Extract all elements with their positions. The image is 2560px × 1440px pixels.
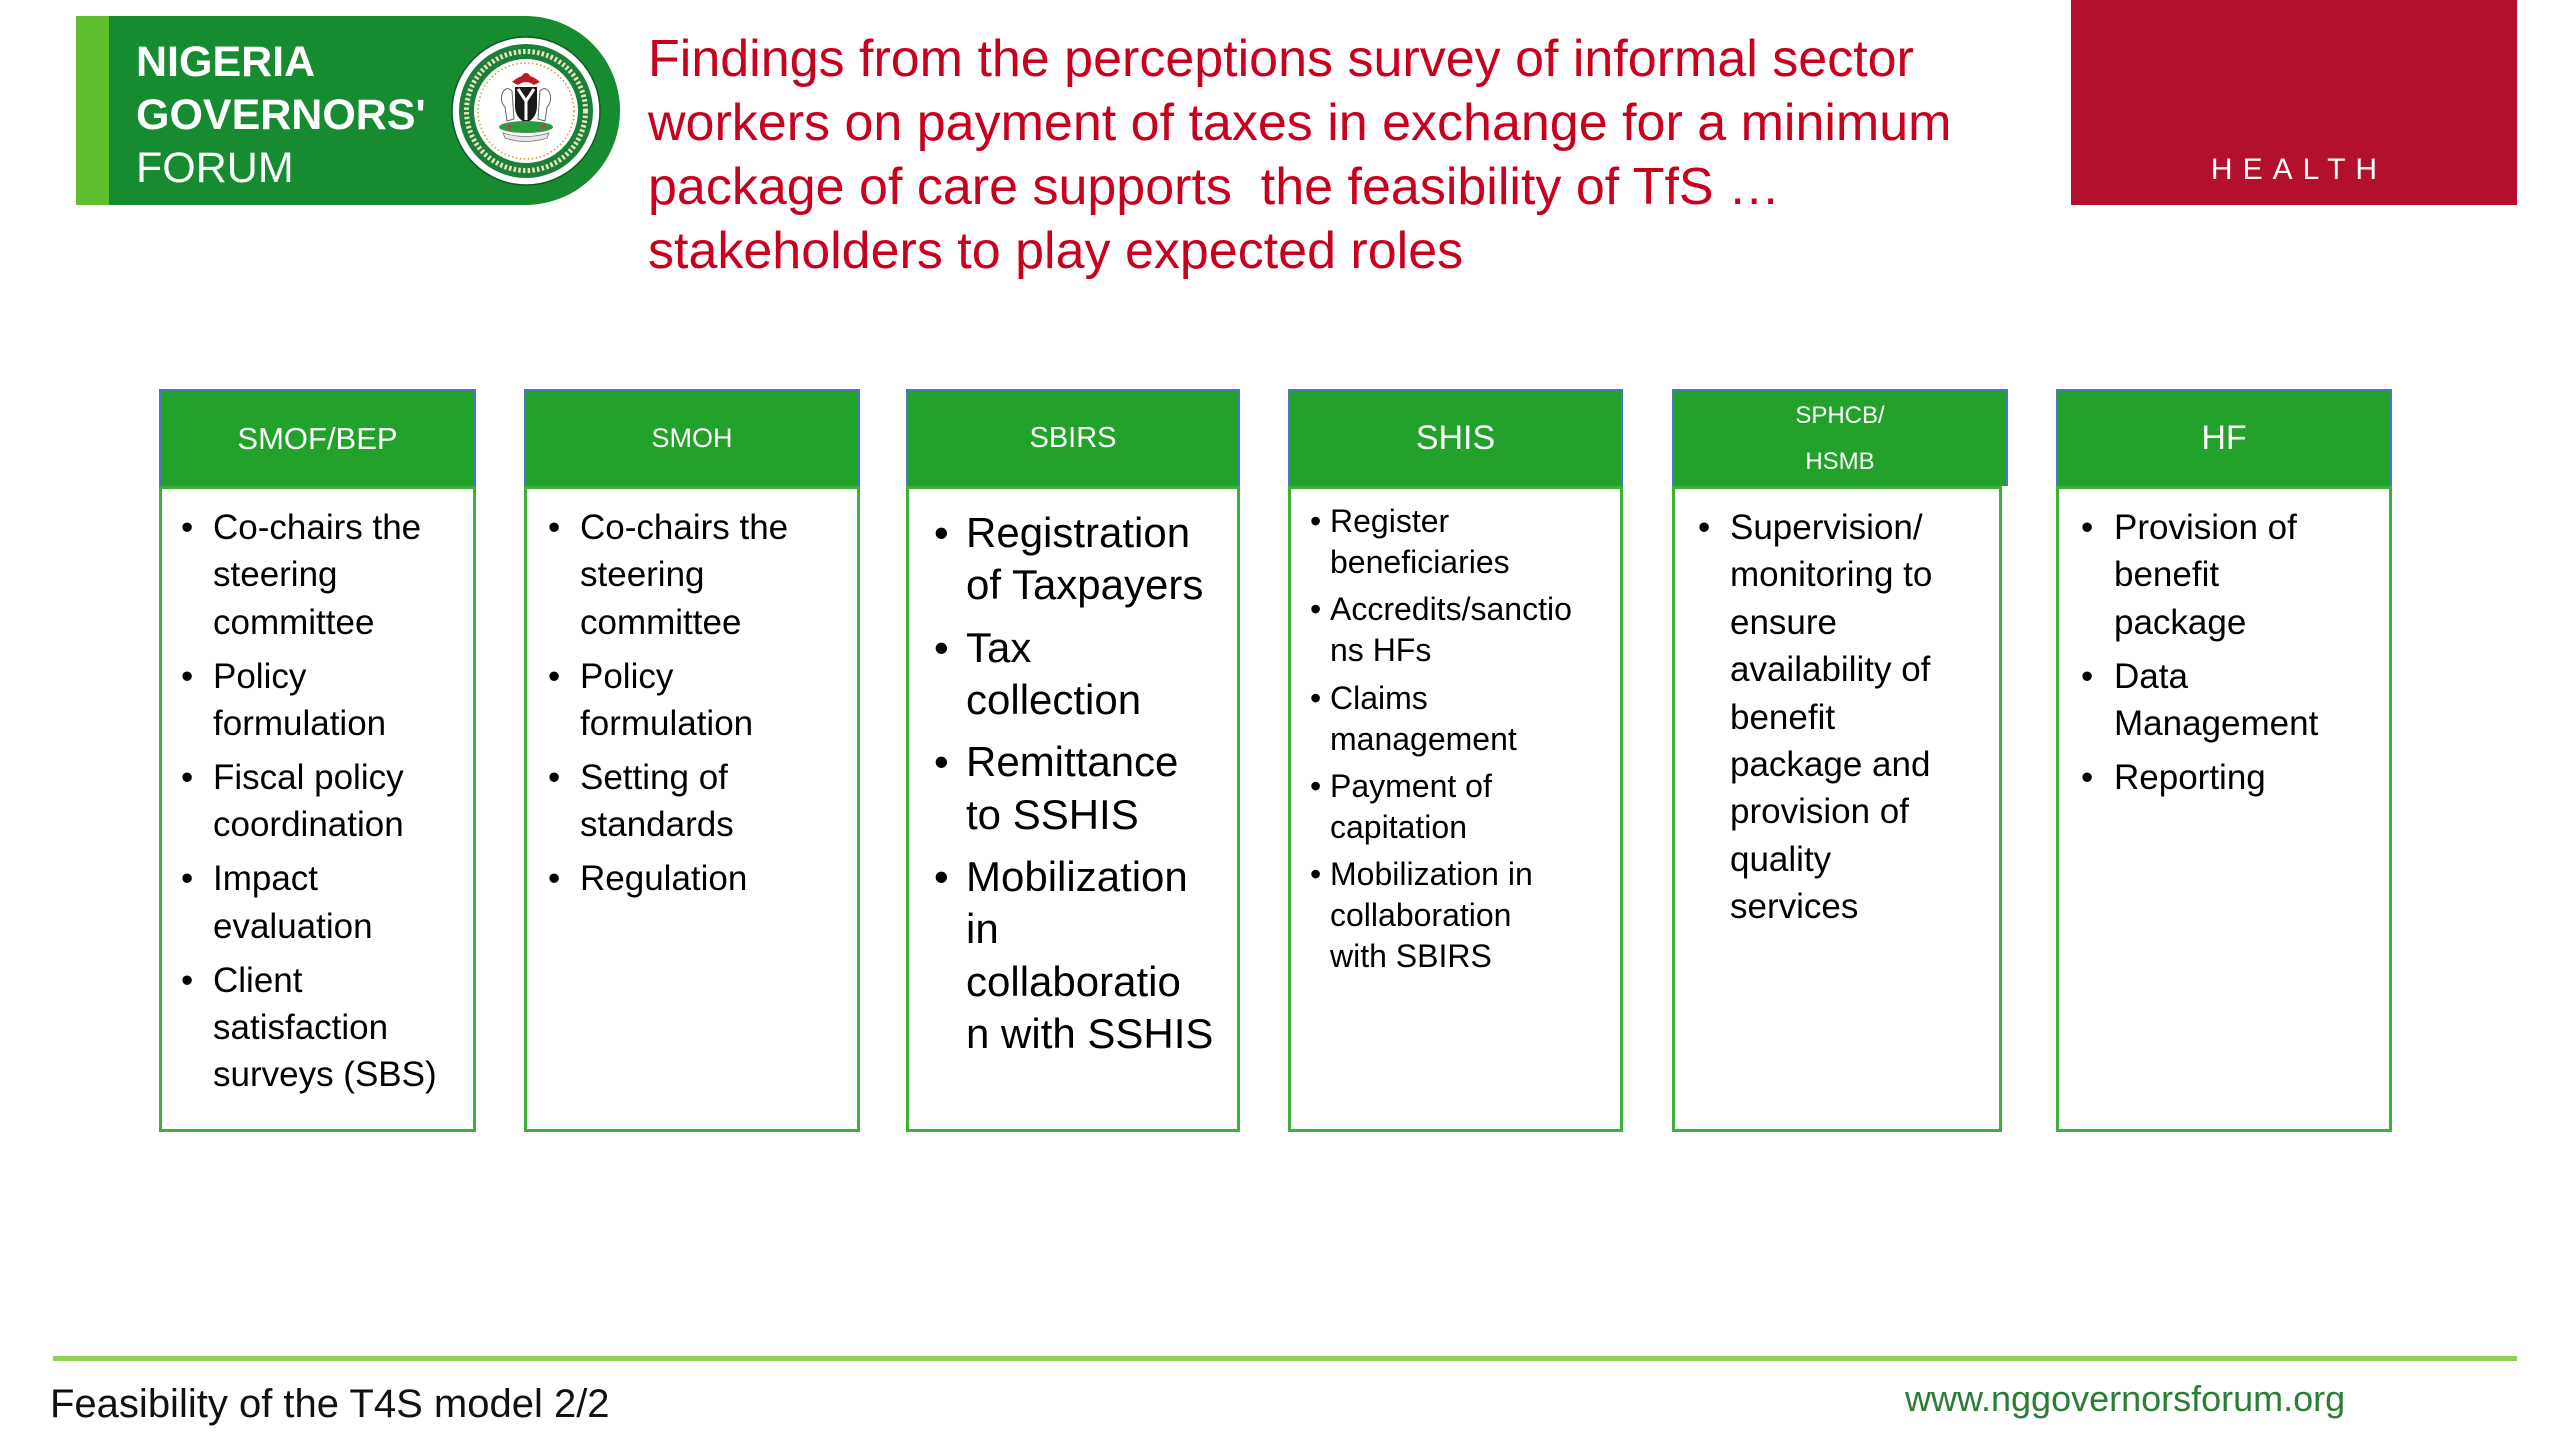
stakeholder-name: SHIS bbox=[1415, 419, 1496, 457]
stakeholder-header: SPHCB/ HSMB bbox=[1672, 389, 2008, 486]
role-item: Policy formulation bbox=[527, 653, 857, 748]
roles-box: Registration of Taxpayers Tax collection… bbox=[906, 486, 1240, 1132]
role-item: Policy formulation bbox=[162, 653, 473, 748]
coat-of-arms-seal-icon bbox=[451, 36, 601, 186]
stakeholder-header: SMOF/BEP bbox=[159, 389, 476, 486]
roles-list: Registration of Taxpayers Tax collection… bbox=[909, 489, 1237, 1060]
role-item: Registration of Taxpayers bbox=[909, 507, 1237, 612]
role-item: Impact evaluation bbox=[162, 855, 473, 950]
logo-line-forum: FORUM bbox=[136, 144, 294, 192]
roles-box: Register beneficiaries Accredits/sanctio… bbox=[1288, 486, 1623, 1132]
stakeholder-name: SPHCB/ HSMB bbox=[1795, 401, 1885, 475]
stakeholder-column-sphcb-hsmb: SPHCB/ HSMB Supervision/ monitoring to e… bbox=[1672, 389, 2008, 1132]
role-item: Provision of benefit package bbox=[2059, 504, 2389, 646]
stakeholder-header: SMOH bbox=[524, 389, 860, 486]
stakeholder-column-smof-bep: SMOF/BEP Co-chairs the steering committe… bbox=[159, 389, 476, 1132]
title-line: Findings from the perceptions survey of … bbox=[648, 30, 1914, 88]
roles-list: Supervision/ monitoring to ensure availa… bbox=[1675, 489, 1999, 931]
role-item: Remittance to SSHIS bbox=[909, 736, 1237, 841]
roles-list: Co-chairs the steering committee Policy … bbox=[162, 489, 473, 1099]
role-item: Reporting bbox=[2059, 754, 2389, 802]
role-item: Mobilization in collaboration with SBIRS bbox=[1291, 854, 1620, 977]
role-item: Co-chairs the steering committee bbox=[162, 504, 473, 646]
logo-line-nigeria: NIGERIA bbox=[136, 38, 316, 86]
stakeholder-header: SBIRS bbox=[906, 389, 1240, 486]
role-item: Mobilization in collaboratio n with SSHI… bbox=[909, 851, 1237, 1061]
slide-caption: Feasibility of the T4S model 2/2 bbox=[50, 1382, 610, 1426]
role-item: Setting of standards bbox=[527, 754, 857, 849]
roles-list: Co-chairs the steering committee Policy … bbox=[527, 489, 857, 903]
roles-box: Supervision/ monitoring to ensure availa… bbox=[1672, 486, 2002, 1132]
role-item: Client satisfaction surveys (SBS) bbox=[162, 957, 473, 1099]
role-item: Regulation bbox=[527, 855, 857, 903]
title-line: stakeholders to play expected roles bbox=[648, 222, 1464, 280]
roles-box: Provision of benefit package Data Manage… bbox=[2056, 486, 2392, 1132]
role-item: Register beneficiaries bbox=[1291, 501, 1620, 583]
role-item: Accredits/sanctio ns HFs bbox=[1291, 589, 1620, 671]
logo-accent-strip bbox=[76, 16, 109, 205]
role-item: Claims management bbox=[1291, 678, 1620, 760]
role-item: Payment of capitation bbox=[1291, 766, 1620, 848]
roles-list: Register beneficiaries Accredits/sanctio… bbox=[1291, 489, 1620, 977]
stakeholder-header: SHIS bbox=[1288, 389, 1623, 486]
stakeholder-column-shis: SHIS Register beneficiaries Accredits/sa… bbox=[1288, 389, 1623, 1132]
roles-box: Co-chairs the steering committee Policy … bbox=[524, 486, 860, 1132]
logo-wordmark: NIGERIA GOVERNORS' FORUM bbox=[136, 36, 426, 195]
role-item: Data Management bbox=[2059, 653, 2389, 748]
stakeholder-column-sbirs: SBIRS Registration of Taxpayers Tax coll… bbox=[906, 389, 1240, 1132]
stakeholder-column-smoh: SMOH Co-chairs the steering committee Po… bbox=[524, 389, 860, 1132]
ngf-logo: NIGERIA GOVERNORS' FORUM bbox=[0, 0, 640, 220]
stakeholder-name: SBIRS bbox=[1029, 422, 1117, 454]
slide-title: Findings from the perceptions survey of … bbox=[648, 27, 1951, 283]
stakeholder-column-hf: HF Provision of benefit package Data Man… bbox=[2056, 389, 2392, 1132]
stakeholder-header: HF bbox=[2056, 389, 2392, 486]
website-url: www.nggovernorsforum.org bbox=[1905, 1378, 2346, 1419]
logo-line-governors: GOVERNORS' bbox=[136, 91, 426, 139]
stakeholder-name: HF bbox=[2201, 419, 2247, 457]
section-tag: HEALTH bbox=[2071, 0, 2517, 205]
footer-divider bbox=[53, 1356, 2517, 1361]
stakeholder-name: SMOF/BEP bbox=[237, 420, 398, 456]
roles-box: Co-chairs the steering committee Policy … bbox=[159, 486, 476, 1132]
role-item: Fiscal policy coordination bbox=[162, 754, 473, 849]
role-item: Co-chairs the steering committee bbox=[527, 504, 857, 646]
role-item: Tax collection bbox=[909, 622, 1237, 727]
section-tag-label: HEALTH bbox=[2210, 153, 2388, 186]
roles-list: Provision of benefit package Data Manage… bbox=[2059, 489, 2389, 802]
title-line: workers on payment of taxes in exchange … bbox=[648, 94, 1952, 152]
title-line: package of care supports the feasibility… bbox=[648, 158, 1781, 216]
stakeholder-name: SMOH bbox=[651, 423, 733, 453]
role-item: Supervision/ monitoring to ensure availa… bbox=[1675, 504, 1999, 931]
